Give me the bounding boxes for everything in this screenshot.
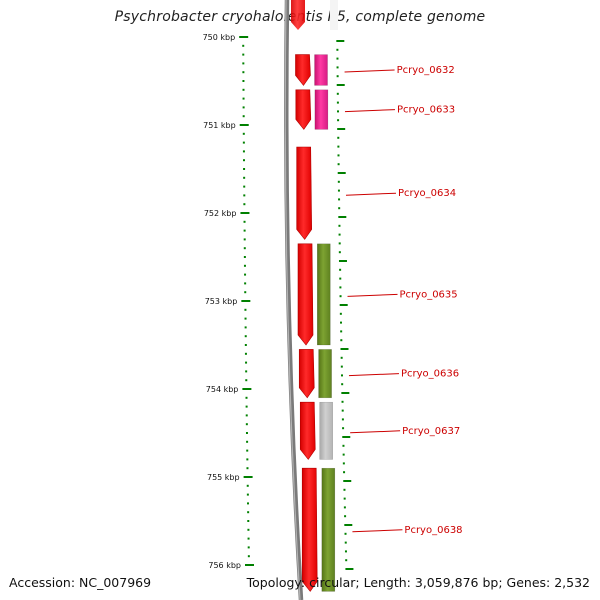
track2-block — [317, 243, 331, 346]
gene-label[interactable]: Pcryo_0633 — [397, 105, 455, 116]
kbp-tick-label: 755 kbp — [207, 473, 240, 482]
track2-block — [314, 54, 328, 86]
gene-label[interactable]: Pcryo_0638 — [404, 525, 462, 536]
kbp-tick-label: 752 kbp — [204, 209, 237, 218]
ruler-ticks — [239, 36, 254, 566]
label-leader — [347, 293, 398, 297]
label-leader — [352, 529, 403, 533]
cds-arrow — [298, 349, 315, 399]
kbp-tick-label: 750 kbp — [203, 33, 236, 42]
gene-label[interactable]: Pcryo_0632 — [397, 65, 455, 76]
cds-arrow — [299, 401, 316, 460]
track2-block — [318, 349, 332, 399]
gene-labels: Pcryo_0632 Pcryo_0633 Pcryo_0634 Pcryo_0635… — [397, 65, 463, 536]
ruler-labels: 750 kbp 751 kbp 752 kbp 753 kbp 754 kbp 755 k… — [203, 33, 241, 570]
track2-block — [321, 467, 336, 592]
cds-arrow — [295, 54, 311, 86]
topology-text: Topology: circular; Length: 3,059,876 bp… — [246, 575, 590, 590]
accession-text: Accession: NC_007969 — [9, 575, 152, 590]
kbp-tick-label: 756 kbp — [208, 561, 241, 570]
track2-partial — [330, 0, 338, 30]
label-leader — [345, 192, 396, 196]
cds-arrow — [296, 146, 312, 240]
gene-label[interactable]: Pcryo_0636 — [401, 369, 459, 380]
label-leader — [350, 430, 401, 434]
gene-label[interactable]: Pcryo_0637 — [402, 426, 460, 437]
label-leader — [348, 373, 399, 377]
gene-label[interactable]: Pcryo_0635 — [400, 289, 458, 300]
label-leaders — [344, 69, 403, 533]
cds-arrow — [301, 467, 318, 592]
track2-block — [319, 401, 333, 460]
kbp-tick-label: 751 kbp — [203, 121, 236, 130]
cds-arrow — [295, 89, 312, 130]
right-ruler-ticks — [336, 40, 354, 570]
kbp-tick-label: 754 kbp — [206, 385, 239, 394]
cds-arrow — [297, 243, 314, 346]
gene-label[interactable]: Pcryo_0634 — [398, 188, 456, 199]
kbp-tick-label: 753 kbp — [205, 297, 238, 306]
genome-backbone — [284, 0, 304, 600]
track2-block — [314, 89, 329, 130]
feature-track-2 — [314, 0, 338, 592]
cds-arrow-partial — [291, 0, 305, 30]
label-leader — [344, 109, 395, 113]
label-leader — [344, 69, 395, 73]
cds-track — [291, 0, 318, 592]
